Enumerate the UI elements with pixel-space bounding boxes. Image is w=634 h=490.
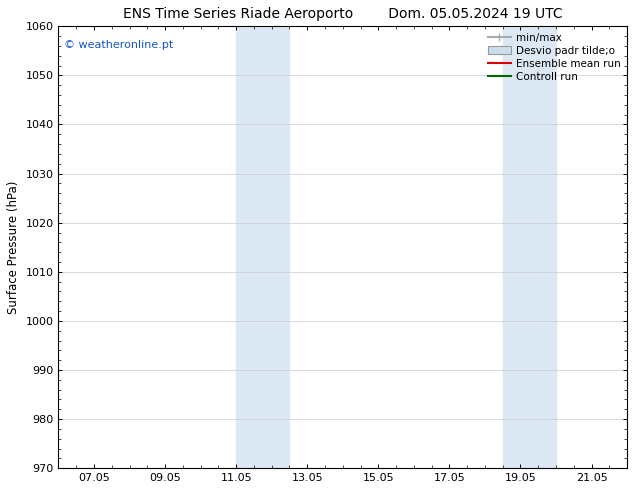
Text: © weatheronline.pt: © weatheronline.pt (64, 40, 174, 49)
Bar (503, 26, 556, 468)
Y-axis label: Surface Pressure (hPa): Surface Pressure (hPa) (7, 180, 20, 314)
Bar (236, 26, 290, 468)
Title: ENS Time Series Riade Aeroporto        Dom. 05.05.2024 19 UTC: ENS Time Series Riade Aeroporto Dom. 05.… (123, 7, 562, 21)
Legend: min/max, Desvio padr tilde;o, Ensemble mean run, Controll run: min/max, Desvio padr tilde;o, Ensemble m… (484, 28, 625, 86)
